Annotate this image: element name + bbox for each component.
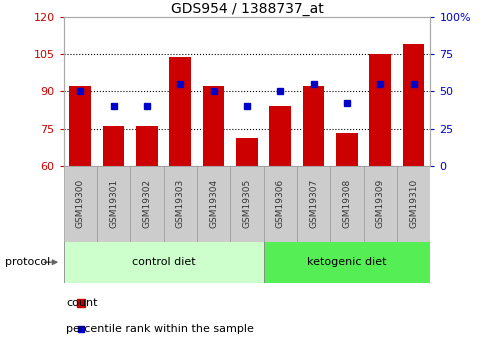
Title: GDS954 / 1388737_at: GDS954 / 1388737_at (170, 2, 323, 16)
Text: GSM19300: GSM19300 (76, 179, 84, 228)
Bar (130, 166, 163, 242)
Bar (63, 241, 263, 283)
Text: percentile rank within the sample: percentile rank within the sample (66, 324, 253, 334)
Bar (236, 138, 257, 166)
Bar (396, 166, 429, 242)
Text: GSM19308: GSM19308 (342, 179, 351, 228)
Bar (230, 166, 263, 242)
Bar (197, 166, 230, 242)
Bar (296, 166, 329, 242)
Bar (69, 87, 91, 166)
Bar (402, 45, 424, 166)
Bar (263, 241, 429, 283)
Bar (169, 57, 191, 166)
Text: GSM19305: GSM19305 (242, 179, 251, 228)
Text: GSM19302: GSM19302 (142, 179, 151, 228)
Text: GSM19307: GSM19307 (308, 179, 318, 228)
Text: count: count (66, 298, 98, 308)
Bar (203, 87, 224, 166)
Bar (136, 126, 158, 166)
Text: GSM19303: GSM19303 (175, 179, 184, 228)
Text: GSM19306: GSM19306 (275, 179, 284, 228)
Bar (102, 126, 124, 166)
Text: GSM19301: GSM19301 (109, 179, 118, 228)
Text: control diet: control diet (131, 257, 195, 267)
Bar (97, 166, 130, 242)
Bar (329, 166, 363, 242)
Bar (335, 134, 357, 166)
Bar (302, 87, 324, 166)
Text: ketogenic diet: ketogenic diet (306, 257, 386, 267)
Text: GSM19309: GSM19309 (375, 179, 384, 228)
Bar (263, 166, 296, 242)
Text: protocol: protocol (5, 257, 50, 267)
Bar (269, 106, 290, 166)
Bar (369, 54, 390, 166)
Text: GSM19310: GSM19310 (408, 179, 417, 228)
Bar (363, 166, 396, 242)
Bar (63, 166, 97, 242)
Text: GSM19304: GSM19304 (209, 179, 218, 228)
Bar (163, 166, 197, 242)
